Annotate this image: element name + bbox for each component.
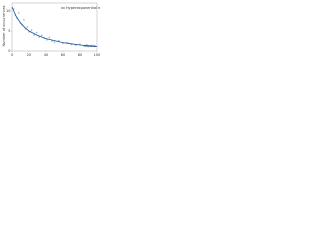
- model-line: [11, 6, 98, 47]
- x-tick-label: 60: [61, 53, 65, 57]
- data-point: [57, 39, 60, 42]
- background: [0, 0, 100, 60]
- data-point: [74, 44, 77, 47]
- data-point: [17, 12, 20, 14]
- x-tick-label: 40: [44, 53, 48, 57]
- page: Number of occurrences Weeks 0 5 10 0 20 40 60 8…: [0, 0, 320, 60]
- data-point: [23, 18, 25, 21]
- legend-label: Hyperexponential model: [66, 6, 100, 10]
- y-tick-label: 0: [8, 49, 10, 53]
- x-tick-label: 0: [11, 53, 13, 57]
- data-point: [53, 41, 56, 44]
- x-tick-label: 20: [27, 53, 31, 57]
- data-point: [26, 26, 29, 28]
- plot-frame: [11, 2, 98, 52]
- data-point: [51, 40, 53, 42]
- data-point: [45, 38, 48, 41]
- data-point: [40, 34, 43, 37]
- data-point: [33, 34, 35, 36]
- data-point: [48, 36, 51, 39]
- y-tick-label: 5: [8, 29, 10, 33]
- data-point: [35, 31, 38, 34]
- y-axis-label: Number of occurrences: [2, 5, 6, 46]
- y-tick-label: 10: [6, 9, 10, 13]
- data-point: [30, 29, 33, 32]
- x-tick-label: 100: [94, 53, 100, 57]
- x-tick-label: 80: [78, 53, 82, 57]
